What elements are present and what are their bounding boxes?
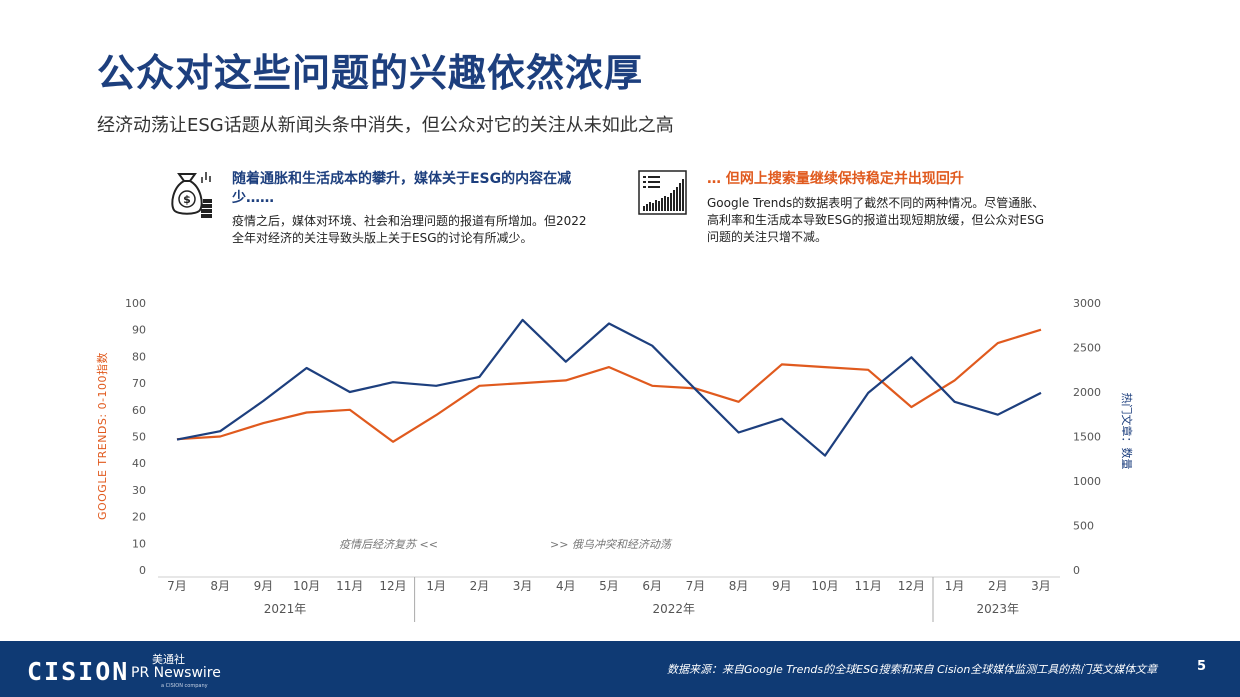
svg-text:$: $: [183, 193, 191, 206]
year-label: 2022年: [653, 602, 696, 616]
right-panel-body: Google Trends的数据表明了截然不同的两种情况。尽管通胀、高利率和生活…: [707, 196, 1045, 244]
article-count-line: [176, 318, 1042, 457]
page-title: 公众对这些问题的兴趣依然浓厚: [97, 51, 644, 95]
prnewswire-logo: PR Newswire: [131, 665, 221, 681]
y-right-tick-label: 0: [1073, 564, 1080, 577]
x-tick-label: 10月: [811, 579, 838, 593]
year-label: 2021年: [264, 602, 307, 616]
footer-bar: CISION 美通社 PR Newswire a CISION company …: [0, 641, 1240, 697]
y-left-tick-label: 20: [132, 511, 146, 524]
y-left-tick-label: 90: [132, 324, 146, 337]
y-left-tick-label: 80: [132, 350, 146, 363]
x-tick-label: 1月: [426, 579, 446, 593]
prnewswire-logo-cn: 美通社: [152, 653, 185, 666]
y-right-tick-label: 2000: [1073, 386, 1101, 399]
y-left-tick-label: 30: [132, 484, 146, 497]
x-tick-label: 9月: [254, 579, 274, 593]
rising-bar-chart-icon: [638, 170, 687, 215]
y-left-tick-label: 0: [139, 564, 146, 577]
year-label: 2023年: [977, 602, 1020, 616]
x-tick-label: 5月: [599, 579, 619, 593]
x-tick-label: 6月: [642, 579, 662, 593]
y-left-tick-label: 40: [132, 457, 146, 470]
y-left-tick-label: 60: [132, 404, 146, 417]
x-tick-label: 7月: [167, 579, 187, 593]
page-subtitle: 经济动荡让ESG话题从新闻头条中消失，但公众对它的关注从未如此之高: [97, 115, 674, 136]
x-tick-label: 11月: [336, 579, 363, 593]
x-tick-label: 10月: [293, 579, 320, 593]
cision-logo: CISION: [27, 657, 130, 686]
prnewswire-tagline: a CISION company: [161, 683, 208, 689]
annotation-conflict: >> 俄乌冲突和经济动荡: [550, 538, 673, 551]
y-right-tick-label: 1500: [1073, 431, 1101, 444]
google-trends-line: [176, 328, 1042, 443]
annotation-recovery: 疫情后经济复苏 <<: [339, 538, 438, 551]
y-right-tick-label: 500: [1073, 520, 1094, 533]
left-panel-body: 疫情之后，媒体对环境、社会和治理问题的报道有所增加。但2022全年对经济的关注导…: [232, 214, 587, 245]
page-number: 5: [1197, 659, 1207, 674]
x-tick-label: 7月: [686, 579, 706, 593]
x-tick-label: 4月: [556, 579, 576, 593]
x-tick-label: 1月: [945, 579, 965, 593]
y-right-axis-title: 热门文章：数量: [1120, 393, 1134, 470]
y-right-tick-label: 3000: [1073, 297, 1101, 310]
data-source-note: 数据来源：来自Google Trends的全球ESG搜索和来自 Cision全球…: [667, 663, 1158, 676]
x-tick-label: 8月: [729, 579, 749, 593]
right-panel-heading: … 但网上搜索量继续保持稳定并出现回升: [707, 171, 964, 187]
x-tick-label: 2月: [988, 579, 1008, 593]
x-tick-label: 2月: [470, 579, 490, 593]
y-left-axis-title: GOOGLE TRENDS: 0-100指数: [95, 352, 109, 520]
x-tick-label: 12月: [898, 579, 925, 593]
y-left-tick-label: 10: [132, 537, 146, 550]
x-tick-label: 3月: [1031, 579, 1051, 593]
x-tick-label: 8月: [210, 579, 230, 593]
left-panel-heading: 随着通胀和生活成本的攀升，媒体关于ESG的内容在减少……: [232, 171, 572, 206]
y-right-tick-label: 1000: [1073, 475, 1101, 488]
y-left-tick-label: 70: [132, 377, 146, 390]
money-bag-coins-icon: $: [171, 172, 212, 218]
x-tick-label: 9月: [772, 579, 792, 593]
x-tick-label: 3月: [513, 579, 533, 593]
x-tick-label: 12月: [379, 579, 406, 593]
x-tick-label: 11月: [855, 579, 882, 593]
y-right-tick-label: 2500: [1073, 342, 1101, 355]
y-left-tick-label: 50: [132, 431, 146, 444]
y-left-tick-label: 100: [125, 297, 146, 310]
